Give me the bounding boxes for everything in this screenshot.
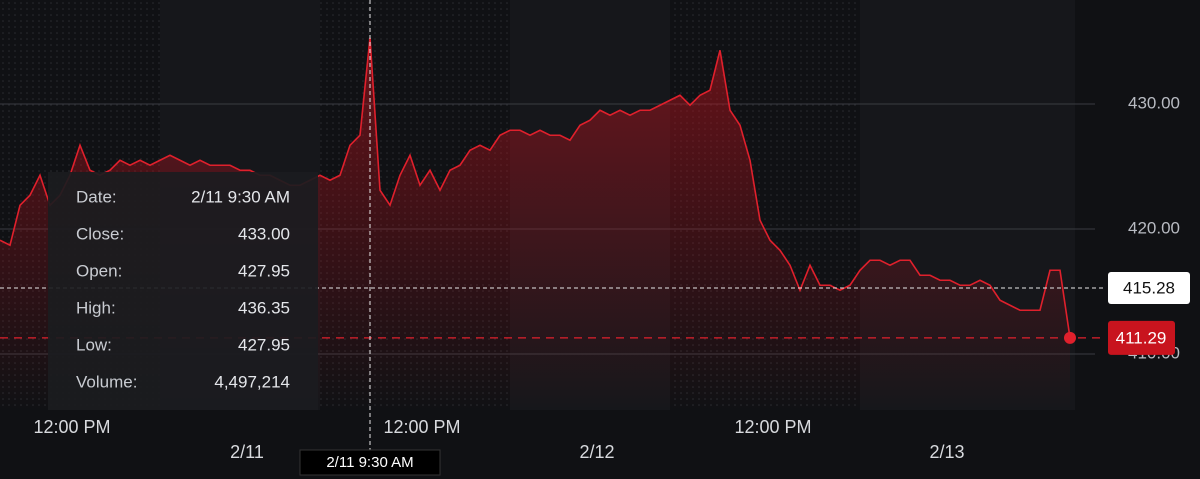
last-price-label: 411.29 <box>1116 328 1167 347</box>
tooltip-label: Open: <box>76 261 122 280</box>
tooltip-value: 433.00 <box>238 224 290 243</box>
last-point <box>1064 331 1076 344</box>
tooltip-value: 427.95 <box>238 335 290 354</box>
crosshair-price-label: 415.28 <box>1123 278 1175 297</box>
last-price-box <box>1108 320 1175 355</box>
date-label: 2/11 <box>230 442 264 462</box>
tooltip-label: Close: <box>76 224 124 243</box>
tooltip-box <box>48 172 318 410</box>
time-label: 12:00 PM <box>383 417 460 437</box>
crosshair-time-box <box>299 449 441 476</box>
tooltip-value: 4,497,214 <box>214 372 290 391</box>
tooltip-value: 436.35 <box>238 298 290 317</box>
time-label: 12:00 PM <box>33 417 110 437</box>
price-line <box>0 37 1071 338</box>
tooltip-label: High: <box>76 298 116 317</box>
tooltip-label: Low: <box>76 335 112 354</box>
time-label: 12:00 PM <box>734 417 811 437</box>
tooltip-label: Date: <box>76 187 117 206</box>
crosshair-price-box <box>1108 272 1190 304</box>
y-tick-label: 420.00 <box>1128 218 1180 237</box>
date-label: 2/13 <box>929 442 964 462</box>
date-label: 2/12 <box>579 442 614 462</box>
crosshair-time-label: 2/11 9:30 AM <box>326 454 413 471</box>
tooltip-value: 2/11 9:30 AM <box>191 187 290 206</box>
y-tick-label: 430.00 <box>1128 93 1180 112</box>
tooltip-label: Volume: <box>76 372 137 391</box>
tooltip-value: 427.95 <box>238 261 290 280</box>
